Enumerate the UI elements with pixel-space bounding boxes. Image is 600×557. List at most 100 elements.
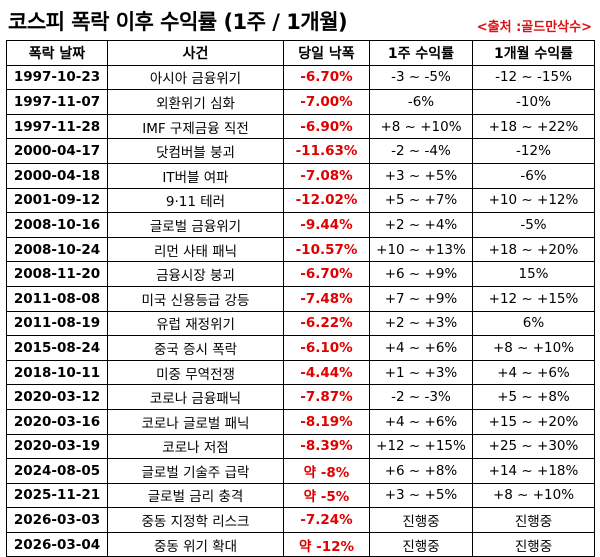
week-return-cell: +3 ~ +5% <box>369 162 473 189</box>
week-return-cell: 진행중 <box>369 531 473 557</box>
event-cell: 글로벌 금리 충격 <box>107 482 284 509</box>
event-cell: 아시아 금융위기 <box>107 64 284 91</box>
month-return-cell: -6% <box>472 162 595 189</box>
crash-date-cell: 2020-03-12 <box>6 384 108 410</box>
crash-date-cell: 2011-08-08 <box>6 285 108 312</box>
header-crash-date: 폭락 날짜 <box>6 40 108 66</box>
table-row: 1997-11-28 IMF 구제금융 직전 -6.90% +8 ~ +10% +18 … <box>6 113 595 140</box>
table-row: 2000-04-17 닷컴버블 붕괴 -11.63% -2 ~ -4% -12% <box>6 138 595 164</box>
week-return-cell: +7 ~ +9% <box>369 285 473 312</box>
table-row: 2025-11-21 글로벌 금리 충격 약 -5% +3 ~ +5% +8 ~ +10… <box>6 482 595 509</box>
daily-drop-cell: 약 -5% <box>283 482 370 509</box>
week-return-cell: +8 ~ +10% <box>369 113 473 140</box>
week-return-cell: -6% <box>369 89 473 115</box>
table-row: 2015-08-24 중국 증시 폭락 -6.10% +4 ~ +6% +8 ~ +10… <box>6 335 595 361</box>
month-return-cell: 6% <box>472 310 595 337</box>
month-return-cell: +18 ~ +22% <box>472 113 595 140</box>
table-row: 2018-10-11 미중 무역전쟁 -4.44% +1 ~ +3% +4 ~ +6% <box>6 359 595 386</box>
daily-drop-cell: -9.44% <box>283 212 370 238</box>
crash-date-cell: 1997-10-23 <box>6 64 108 91</box>
month-return-cell: +25 ~ +30% <box>472 433 595 460</box>
event-cell: 닷컴버블 붕괴 <box>107 138 284 164</box>
table-header-row: 폭락 날짜 사건 당일 낙폭 1주 수익률 1개월 수익률 <box>6 40 595 66</box>
month-return-cell: +12 ~ +15% <box>472 285 595 312</box>
event-cell: 중동 위기 확대 <box>107 531 284 557</box>
week-return-cell: +6 ~ +9% <box>369 261 473 287</box>
crash-date-cell: 2020-03-19 <box>6 433 108 460</box>
month-return-cell: -12 ~ -15% <box>472 64 595 91</box>
event-cell: 중동 지정학 리스크 <box>107 507 284 533</box>
table-row: 2008-10-24 리먼 사태 패닉 -10.57% +10 ~ +13% +18 ~… <box>6 236 595 263</box>
daily-drop-cell: -7.08% <box>283 162 370 189</box>
daily-drop-cell: -6.22% <box>283 310 370 337</box>
crash-date-cell: 2025-11-21 <box>6 482 108 509</box>
week-return-cell: -2 ~ -3% <box>369 384 473 410</box>
daily-drop-cell: -4.44% <box>283 359 370 386</box>
week-return-cell: 진행중 <box>369 507 473 533</box>
month-return-cell: 15% <box>472 261 595 287</box>
week-return-cell: +4 ~ +6% <box>369 335 473 361</box>
table-row: 1997-10-23 아시아 금융위기 -6.70% -3 ~ -5% -12 ~ -1… <box>6 64 595 91</box>
month-return-cell: 진행중 <box>472 531 595 557</box>
table-row: 2026-03-03 중동 지정학 리스크 -7.24% 진행중 진행중 <box>6 507 595 533</box>
crash-date-cell: 2015-08-24 <box>6 335 108 361</box>
crash-date-cell: 2018-10-11 <box>6 359 108 386</box>
event-cell: 외환위기 심화 <box>107 89 284 115</box>
crash-date-cell: 2026-03-04 <box>6 531 108 557</box>
week-return-cell: +10 ~ +13% <box>369 236 473 263</box>
crash-date-cell: 1997-11-07 <box>6 89 108 115</box>
daily-drop-cell: -6.70% <box>283 261 370 287</box>
daily-drop-cell: -6.10% <box>283 335 370 361</box>
table-row: 2001-09-12 9·11 테러 -12.02% +5 ~ +7% +10 ~ +1… <box>6 187 595 214</box>
daily-drop-cell: -10.57% <box>283 236 370 263</box>
week-return-cell: +6 ~ +8% <box>369 458 473 484</box>
month-return-cell: -10% <box>472 89 595 115</box>
event-cell: 코로나 금융패닉 <box>107 384 284 410</box>
event-cell: IT버블 여파 <box>107 162 284 189</box>
month-return-cell: +4 ~ +6% <box>472 359 595 386</box>
week-return-cell: +1 ~ +3% <box>369 359 473 386</box>
event-cell: 코로나 저점 <box>107 433 284 460</box>
month-return-cell: +5 ~ +8% <box>472 384 595 410</box>
daily-drop-cell: -7.48% <box>283 285 370 312</box>
table-row: 2011-08-08 미국 신용등급 강등 -7.48% +7 ~ +9% +12 ~ … <box>6 285 595 312</box>
daily-drop-cell: -6.70% <box>283 64 370 91</box>
week-return-cell: -3 ~ -5% <box>369 64 473 91</box>
daily-drop-cell: 약 -8% <box>283 458 370 484</box>
month-return-cell: +15 ~ +20% <box>472 408 595 435</box>
month-return-cell: +14 ~ +18% <box>472 458 595 484</box>
event-cell: 미국 신용등급 강등 <box>107 285 284 312</box>
week-return-cell: +5 ~ +7% <box>369 187 473 214</box>
daily-drop-cell: 약 -12% <box>283 531 370 557</box>
crash-date-cell: 2008-10-24 <box>6 236 108 263</box>
event-cell: 글로벌 금융위기 <box>107 212 284 238</box>
month-return-cell: +10 ~ +12% <box>472 187 595 214</box>
month-return-cell: -5% <box>472 212 595 238</box>
daily-drop-cell: -12.02% <box>283 187 370 214</box>
table-row: 2020-03-12 코로나 금융패닉 -7.87% -2 ~ -3% +5 ~ +8% <box>6 384 595 410</box>
table-row: 2011-08-19 유럽 재정위기 -6.22% +2 ~ +3% 6% <box>6 310 595 337</box>
event-cell: 9·11 테러 <box>107 187 284 214</box>
daily-drop-cell: -7.00% <box>283 89 370 115</box>
header-1week-return: 1주 수익률 <box>369 40 473 66</box>
crash-date-cell: 2000-04-17 <box>6 138 108 164</box>
event-cell: 금융시장 붕괴 <box>107 261 284 287</box>
crash-date-cell: 2026-03-03 <box>6 507 108 533</box>
table-row: 2024-08-05 글로벌 기술주 급락 약 -8% +6 ~ +8% +14 ~ +… <box>6 458 595 484</box>
crash-returns-table: 폭락 날짜 사건 당일 낙폭 1주 수익률 1개월 수익률 1997-10-23… <box>6 40 595 557</box>
crash-date-cell: 1997-11-28 <box>6 113 108 140</box>
page-title: 코스피 폭락 이후 수익률 (1주 / 1개월) <box>8 10 348 34</box>
crash-date-cell: 2020-03-16 <box>6 408 108 435</box>
table-row: 2026-03-04 중동 위기 확대 약 -12% 진행중 진행중 <box>6 531 595 557</box>
header-1month-return: 1개월 수익률 <box>472 40 595 66</box>
week-return-cell: +2 ~ +4% <box>369 212 473 238</box>
table-row: 2008-11-20 금융시장 붕괴 -6.70% +6 ~ +9% 15% <box>6 261 595 287</box>
crash-date-cell: 2008-10-16 <box>6 212 108 238</box>
event-cell: 중국 증시 폭락 <box>107 335 284 361</box>
daily-drop-cell: -8.19% <box>283 408 370 435</box>
daily-drop-cell: -7.24% <box>283 507 370 533</box>
crash-date-cell: 2008-11-20 <box>6 261 108 287</box>
table-row: 2008-10-16 글로벌 금융위기 -9.44% +2 ~ +4% -5% <box>6 212 595 238</box>
event-cell: 글로벌 기술주 급락 <box>107 458 284 484</box>
month-return-cell: +18 ~ +20% <box>472 236 595 263</box>
